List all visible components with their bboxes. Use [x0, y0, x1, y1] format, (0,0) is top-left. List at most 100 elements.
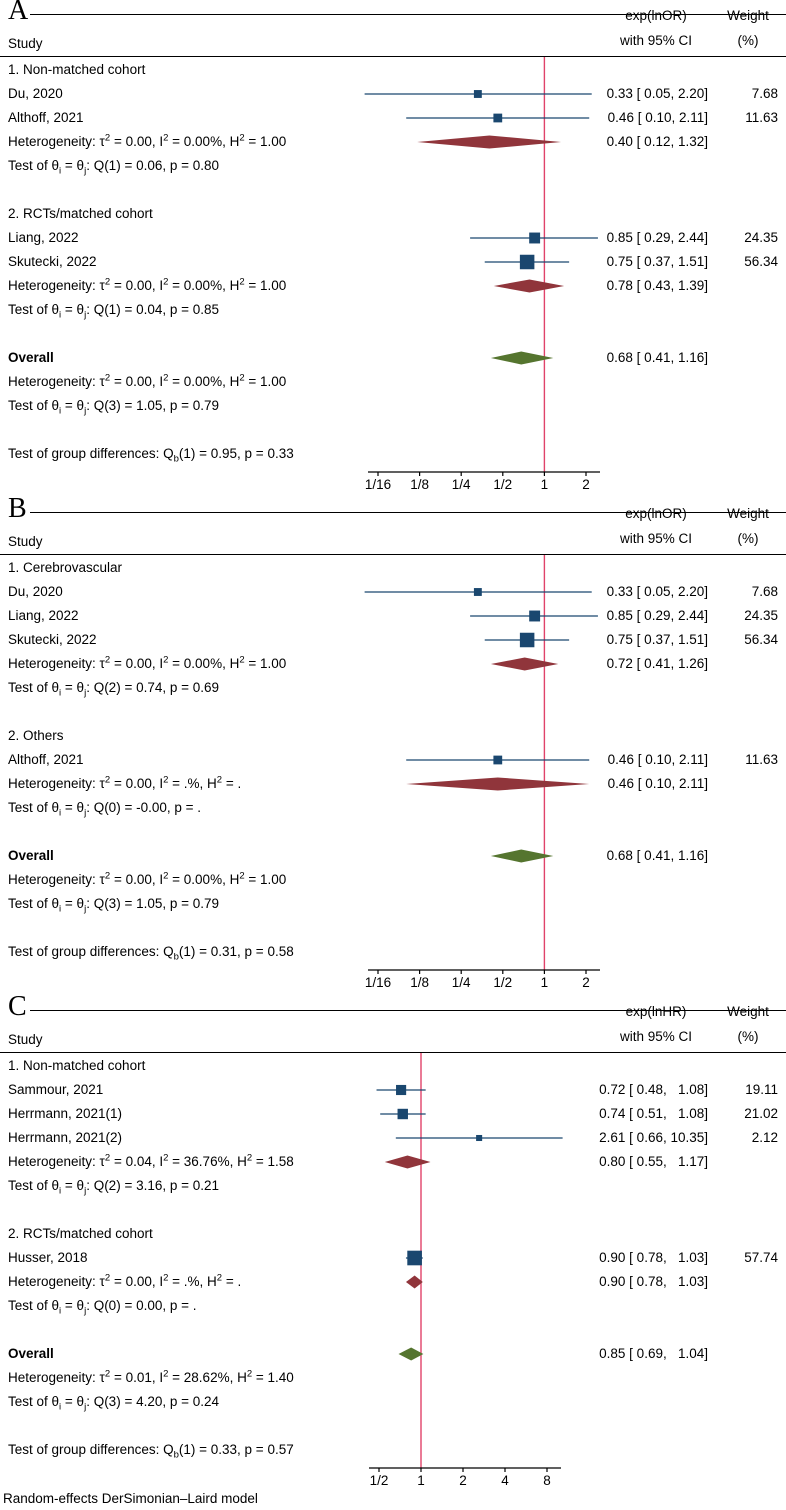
heterogeneity-text: Heterogeneity: τ2 = 0.00, I2 = .%, H2 = …: [8, 1272, 242, 1289]
summary-row: Heterogeneity: τ2 = 0.00, I2 = 0.00%, H2…: [0, 130, 786, 154]
note-row: Test of θi = θj: Q(3) = 1.05, p = 0.79: [0, 394, 786, 418]
note-row: Test of group differences: Qb(1) = 0.95,…: [0, 442, 786, 466]
group-row: 2. RCTs/matched cohort: [0, 202, 786, 226]
effect-column-header-line1: exp(lnOR): [625, 506, 687, 521]
note-row: Test of θi = θj: Q(2) = 0.74, p = 0.69: [0, 676, 786, 700]
spacer-row: [0, 820, 786, 844]
study-column-header: Study: [8, 1032, 43, 1047]
effect-estimate-text: 0.90 [ 0.78, 1.03]: [599, 1274, 708, 1289]
effect-estimate-text: 0.68 [ 0.41, 1.16]: [606, 848, 708, 863]
header-rule: [0, 56, 786, 57]
effect-estimate-text: 0.72 [ 0.41, 1.26]: [606, 656, 708, 671]
effect-column-header-line2: with 95% CI: [619, 531, 693, 546]
x-axis-tick-label: 1/2: [370, 1473, 389, 1488]
weight-column-header-line1: Weight: [727, 1004, 769, 1019]
note-row: Test of θi = θj: Q(1) = 0.04, p = 0.85: [0, 298, 786, 322]
subgroup-title: 1. Cerebrovascular: [8, 560, 123, 575]
effect-estimate-text: 0.85 [ 0.29, 2.44]: [606, 608, 708, 623]
overall-label: Overall: [8, 848, 54, 863]
group-differences-test-text: Test of group differences: Qb(1) = 0.31,…: [8, 944, 294, 963]
overall-row: Overall 0.68 [ 0.41, 1.16]: [0, 844, 786, 868]
top-rule: [30, 14, 786, 15]
effect-estimate-text: 0.74 [ 0.51, 1.08]: [599, 1106, 708, 1121]
note-row: Test of θi = θj: Q(3) = 4.20, p = 0.24: [0, 1390, 786, 1414]
spacer-row: [0, 1414, 786, 1438]
study-row: Althoff, 2021 0.46 [ 0.10, 2.11] 11.63: [0, 748, 786, 772]
study-name: Liang, 2022: [8, 608, 79, 623]
x-axis-tick-label: 2: [459, 1473, 467, 1488]
study-name: Althoff, 2021: [8, 752, 84, 767]
study-row: Liang, 2022 0.85 [ 0.29, 2.44] 24.35: [0, 604, 786, 628]
heterogeneity-text: Heterogeneity: τ2 = 0.00, I2 = 0.00%, H2…: [8, 372, 287, 389]
effect-estimate-text: 0.72 [ 0.48, 1.08]: [599, 1082, 708, 1097]
spacer-row: [0, 322, 786, 346]
x-axis-tick-label: 1/2: [493, 477, 512, 492]
study-name: Herrmann, 2021(1): [8, 1106, 123, 1121]
effect-estimate-text: 0.75 [ 0.37, 1.51]: [606, 254, 708, 269]
heterogeneity-text: Heterogeneity: τ2 = 0.00, I2 = 0.00%, H2…: [8, 870, 287, 887]
study-column-header: Study: [8, 534, 43, 549]
header-rule: [0, 1052, 786, 1053]
note-row: Heterogeneity: τ2 = 0.00, I2 = 0.00%, H2…: [0, 370, 786, 394]
x-axis-tick-label: 4: [501, 1473, 509, 1488]
weight-column-header-line1: Weight: [727, 8, 769, 23]
summary-row: Heterogeneity: τ2 = 0.04, I2 = 36.76%, H…: [0, 1150, 786, 1174]
note-row: Test of θi = θj: Q(1) = 0.06, p = 0.80: [0, 154, 786, 178]
spacer-row: [0, 418, 786, 442]
note-row: Test of group differences: Qb(1) = 0.31,…: [0, 940, 786, 964]
effect-estimate-text: 0.75 [ 0.37, 1.51]: [606, 632, 708, 647]
x-axis-tick-label: 1/8: [410, 975, 429, 990]
overall-label: Overall: [8, 350, 54, 365]
x-axis-tick-label: 1: [541, 975, 549, 990]
effect-estimate-text: 0.85 [ 0.69, 1.04]: [599, 1346, 708, 1361]
note-row: Heterogeneity: τ2 = 0.00, I2 = 0.00%, H2…: [0, 868, 786, 892]
overall-label: Overall: [8, 1346, 54, 1361]
homogeneity-test-text: Test of θi = θj: Q(3) = 1.05, p = 0.79: [8, 398, 220, 417]
heterogeneity-text: Heterogeneity: τ2 = 0.00, I2 = 0.00%, H2…: [8, 276, 287, 293]
study-name: Herrmann, 2021(2): [8, 1130, 123, 1145]
spacer-row: [0, 1198, 786, 1222]
summary-row: Heterogeneity: τ2 = 0.00, I2 = .%, H2 = …: [0, 1270, 786, 1294]
subgroup-title: 2. RCTs/matched cohort: [8, 206, 153, 221]
weight-column-header-line2: (%): [737, 531, 759, 546]
group-row: 1. Cerebrovascular: [0, 556, 786, 580]
weight-text: 11.63: [745, 110, 778, 125]
note-row: Heterogeneity: τ2 = 0.01, I2 = 28.62%, H…: [0, 1366, 786, 1390]
forest-panel-B: B Study exp(lnOR) with 95% CI Weight (%) 1. Ce…: [0, 493, 786, 996]
homogeneity-test-text: Test of θi = θj: Q(3) = 1.05, p = 0.79: [8, 896, 220, 915]
summary-row: Heterogeneity: τ2 = 0.00, I2 = .%, H2 = …: [0, 772, 786, 796]
weight-text: 2.12: [751, 1130, 778, 1145]
note-row: Test of θi = θj: Q(0) = 0.00, p = .: [0, 1294, 786, 1318]
group-row: 1. Non-matched cohort: [0, 58, 786, 82]
summary-row: Heterogeneity: τ2 = 0.00, I2 = 0.00%, H2…: [0, 652, 786, 676]
weight-text: 21.02: [744, 1106, 778, 1121]
study-row: Du, 2020 0.33 [ 0.05, 2.20] 7.68: [0, 82, 786, 106]
homogeneity-test-text: Test of θi = θj: Q(3) = 4.20, p = 0.24: [8, 1394, 220, 1413]
weight-text: 56.34: [744, 254, 778, 269]
homogeneity-test-text: Test of θi = θj: Q(0) = -0.00, p = .: [8, 800, 201, 819]
model-note: Random-effects DerSimonian–Laird model: [3, 1491, 258, 1506]
effect-estimate-text: 0.33 [ 0.05, 2.20]: [606, 86, 708, 101]
overall-row: Overall 0.85 [ 0.69, 1.04]: [0, 1342, 786, 1366]
effect-column-header-line2: with 95% CI: [619, 1029, 693, 1044]
forest-panel-C: C Study exp(lnHR) with 95% CI Weight (%) 1. No…: [0, 991, 786, 1494]
spacer-row: [0, 178, 786, 202]
subgroup-title: 2. RCTs/matched cohort: [8, 1226, 153, 1241]
effect-estimate-text: 0.46 [ 0.10, 2.11]: [607, 752, 708, 767]
study-row: Skutecki, 2022 0.75 [ 0.37, 1.51] 56.34: [0, 628, 786, 652]
x-axis-tick-label: 1/16: [365, 477, 391, 492]
note-row: Test of θi = θj: Q(2) = 3.16, p = 0.21: [0, 1174, 786, 1198]
study-name: Sammour, 2021: [8, 1082, 104, 1097]
top-rule: [30, 1010, 786, 1011]
weight-text: 56.34: [744, 632, 778, 647]
heterogeneity-text: Heterogeneity: τ2 = 0.00, I2 = 0.00%, H2…: [8, 132, 287, 149]
effect-estimate-text: 0.46 [ 0.10, 2.11]: [607, 110, 708, 125]
study-row: Liang, 2022 0.85 [ 0.29, 2.44] 24.35: [0, 226, 786, 250]
subgroup-title: 2. Others: [8, 728, 64, 743]
study-row: Sammour, 2021 0.72 [ 0.48, 1.08] 19.11: [0, 1078, 786, 1102]
overall-row: Overall 0.68 [ 0.41, 1.16]: [0, 346, 786, 370]
effect-estimate-text: 0.80 [ 0.55, 1.17]: [599, 1154, 708, 1169]
panel-label-B: B: [8, 493, 27, 524]
subgroup-title: 1. Non-matched cohort: [8, 62, 146, 77]
